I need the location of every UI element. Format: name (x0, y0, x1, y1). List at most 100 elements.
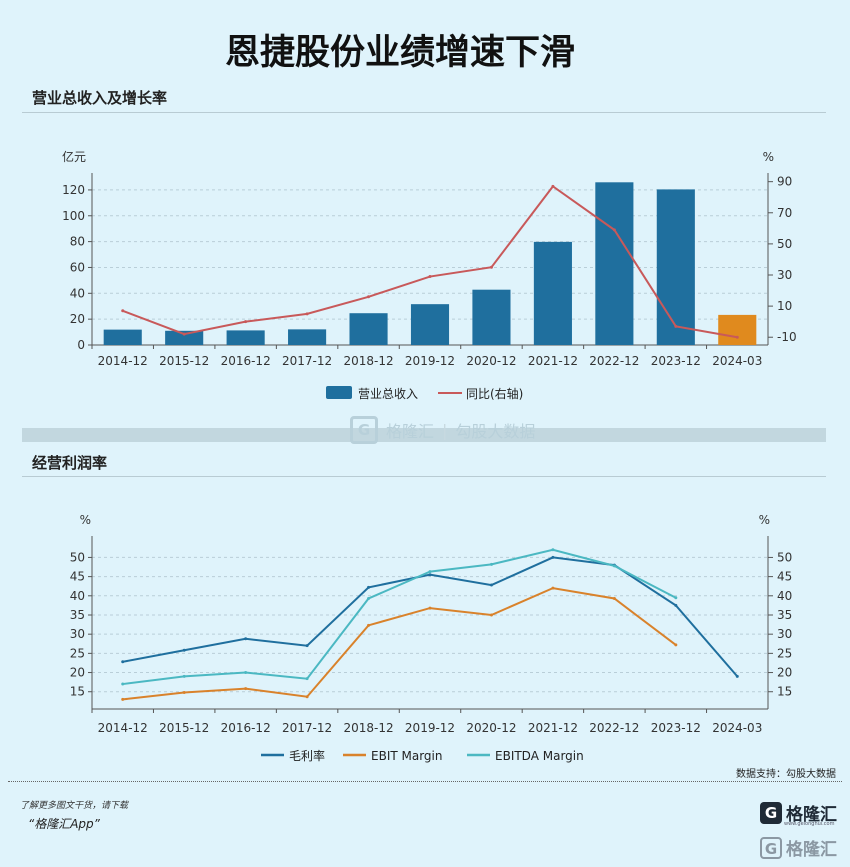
ebitda-margin-point (674, 596, 678, 600)
x-tick-label: 2020-12 (466, 721, 516, 735)
ebit-margin-point (244, 687, 248, 691)
footer-line1: 了解更多图文干货，请下载 (20, 801, 129, 811)
revenue-bar (410, 304, 450, 345)
y2-tick-label: 50 (777, 237, 792, 251)
footer-line2: “格隆汇App” (28, 817, 100, 831)
watermark: G 格隆汇 | 勾股大数据 (350, 416, 535, 444)
revenue-bar (595, 182, 634, 345)
revenue-bar (656, 189, 695, 345)
revenue-chart-title: 营业总收入及增长率 (32, 89, 168, 107)
x-tick-label: 2016-12 (221, 721, 271, 735)
logo-url: www.gelonghui.com (784, 821, 835, 827)
divider (22, 476, 826, 477)
y2-axis-label: % (763, 150, 774, 164)
y-tick-label: 0 (77, 338, 85, 352)
y2-tick-label: 40 (777, 589, 792, 603)
ebit-margin-point (121, 697, 125, 701)
yoy-point (674, 324, 678, 328)
legend-label-yoy: 同比(右轴) (466, 386, 523, 401)
y2-tick-label: 10 (777, 299, 792, 313)
x-tick-label: 2014-12 (98, 721, 148, 735)
y-tick-label: 40 (70, 589, 85, 603)
y2-tick-label: 45 (777, 570, 792, 584)
ebit-margin-point (551, 586, 555, 590)
x-tick-label: 2024-03 (712, 354, 762, 368)
x-tick-label: 2019-12 (405, 721, 455, 735)
y-tick-label: 30 (70, 627, 85, 641)
y-tick-label: 50 (70, 550, 85, 564)
x-tick-label: 2018-12 (343, 721, 393, 735)
y-tick-label: 45 (70, 570, 85, 584)
watermark-brand: 格隆汇 (386, 422, 435, 441)
legend-label-revenue: 营业总收入 (358, 387, 418, 401)
y2-tick-label: 35 (777, 608, 792, 622)
ebitda-margin-point (551, 548, 555, 552)
ebitda-margin-point (489, 562, 493, 566)
ebit-margin-point (489, 613, 493, 617)
x-tick-label: 2015-12 (159, 354, 209, 368)
gelonghui-logo-outline: G 格隆汇 (760, 835, 837, 860)
x-tick-label: 2022-12 (589, 354, 639, 368)
ebit-margin-point (305, 695, 309, 699)
logo-outline-text: 格隆汇 (786, 840, 837, 860)
y-tick-label: 20 (70, 312, 85, 326)
x-tick-label: 2018-12 (343, 354, 393, 368)
ebit-margin-line (122, 587, 677, 701)
gross-margin-point (121, 660, 125, 664)
x-tick-label: 2021-12 (528, 721, 578, 735)
ebitda-margin-point (428, 570, 432, 574)
yoy-point (367, 295, 371, 299)
yoy-point (551, 184, 555, 188)
dotted-divider (8, 781, 842, 782)
y-tick-label: 20 (70, 666, 85, 680)
x-tick-label: 2023-12 (651, 721, 701, 735)
x-tick-label: 2016-12 (221, 354, 271, 368)
legend-swatch-revenue (326, 386, 352, 399)
ebitda-margin-point (182, 674, 186, 678)
gross-margin-point (674, 603, 678, 607)
x-tick-label: 2014-12 (98, 354, 148, 368)
gross-margin-point (305, 644, 309, 648)
revenue-bar (103, 329, 142, 345)
gross-margin-point (244, 637, 248, 641)
y-tick-label: 60 (70, 260, 85, 274)
revenue-bar (718, 314, 757, 345)
watermark-logo-icon: G (350, 416, 378, 444)
ebit-margin-point (428, 606, 432, 610)
page-title: 恩捷股份业绩增速下滑 (224, 33, 575, 73)
revenue-bar (288, 329, 327, 345)
revenue-bar (472, 289, 511, 345)
ebitda-margin-point (612, 564, 616, 568)
x-tick-label: 2015-12 (159, 721, 209, 735)
yoy-point (121, 309, 125, 313)
y2-tick-label: 50 (777, 550, 792, 564)
x-tick-label: 2017-12 (282, 354, 332, 368)
gross-margin-point (489, 583, 493, 587)
data-source: 数据支持：勾股大数据 (736, 769, 836, 780)
yoy-point (612, 228, 616, 232)
x-tick-label: 2020-12 (466, 354, 516, 368)
watermark-data-brand: 勾股大数据 (455, 422, 536, 441)
revenue-bar (349, 313, 388, 345)
y-axis-label: 亿元 (62, 149, 86, 164)
y-tick-label: 100 (62, 209, 85, 223)
y2-axis-label: % (759, 513, 770, 527)
logo-icon: G (760, 801, 782, 824)
y2-tick-label: 30 (777, 627, 792, 641)
gross-margin-point (735, 674, 739, 678)
ebit-margin-point (367, 623, 371, 627)
y2-tick-label: 70 (777, 206, 792, 220)
y2-tick-label: 90 (777, 175, 792, 189)
y2-tick-label: 15 (777, 685, 792, 699)
revenue-bar (226, 330, 265, 345)
yoy-point (428, 275, 432, 279)
ebitda-margin-line (122, 548, 677, 686)
y2-tick-label: 25 (777, 646, 792, 660)
ebitda-margin-point (305, 677, 309, 681)
revenue-bar (165, 330, 204, 345)
ebit-margin-point (182, 691, 186, 694)
logo-outline-icon: G (760, 836, 782, 859)
y2-tick-label: 30 (777, 268, 792, 282)
gross-margin-point (182, 648, 186, 652)
legend-label-gross-margin: 毛利率 (289, 748, 325, 763)
